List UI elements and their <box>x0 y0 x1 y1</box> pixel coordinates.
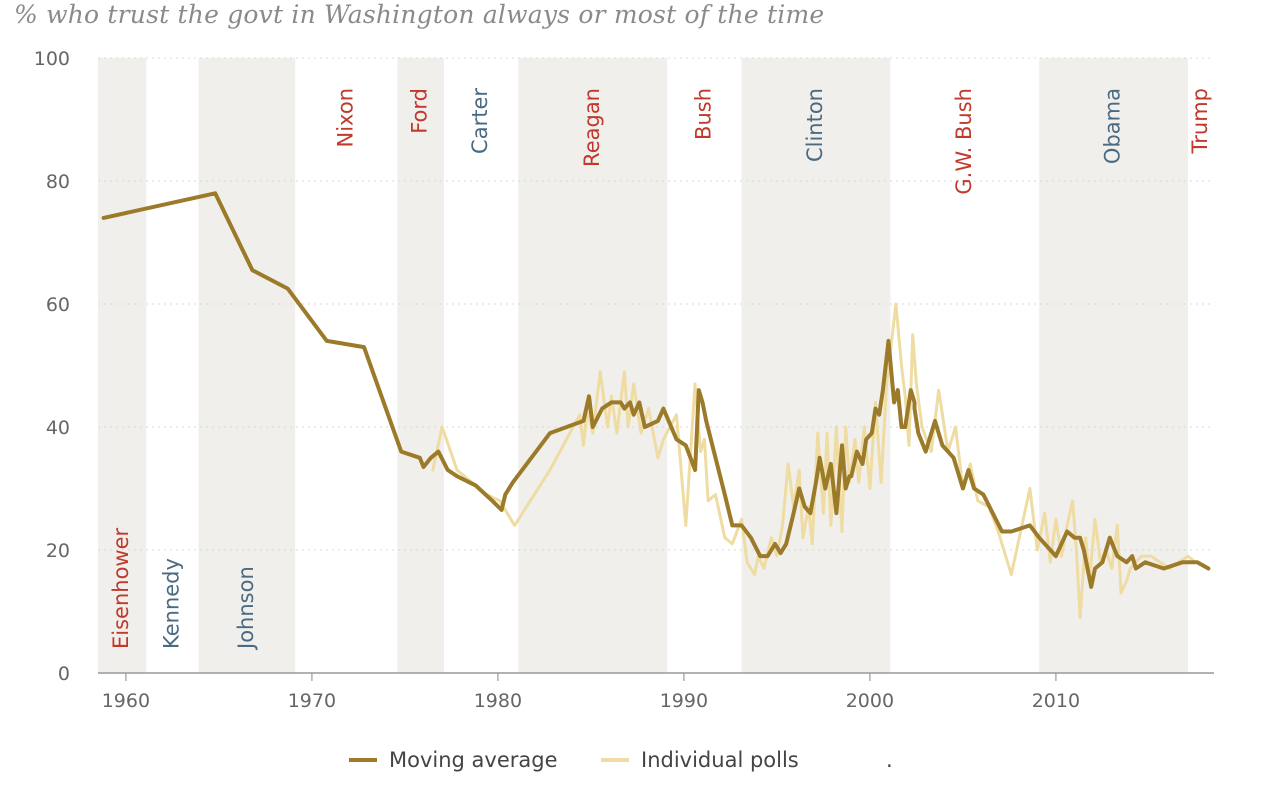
moving-average-series <box>101 191 1211 589</box>
y-tick-label-0: 0 <box>58 663 70 685</box>
president-label-ford: Ford <box>408 88 432 134</box>
president-label-kennedy: Kennedy <box>159 558 183 649</box>
presidency-band-ford <box>397 58 444 673</box>
y-tick-label-100: 100 <box>34 48 70 70</box>
axes: 0 20 40 60 80 100 1960 1970 1980 1990 2000 2010 <box>34 48 1214 712</box>
y-tick-label-40: 40 <box>46 417 70 439</box>
presidency-bands <box>98 58 1188 673</box>
president-label-eisenhower: Eisenhower <box>109 527 133 649</box>
presidency-band-eisenhower <box>98 58 147 673</box>
legend-item-moving-average: Moving average <box>349 748 558 772</box>
legend-swatch-moving-average <box>349 758 377 762</box>
chart-title: % who trust the govt in Washington alway… <box>14 0 825 29</box>
presidency-band-clinton <box>741 58 891 673</box>
president-label-bush: Bush <box>691 88 715 140</box>
legend-trailing-mark: . <box>886 748 893 772</box>
x-tick-label-2000: 2000 <box>846 690 894 712</box>
president-label-g-w-bush: G.W. Bush <box>952 88 976 195</box>
x-tick-label-2010: 2010 <box>1032 690 1080 712</box>
presidency-band-obama <box>1039 58 1188 673</box>
series-line-moving-average <box>101 191 1211 589</box>
president-label-reagan: Reagan <box>580 88 604 167</box>
y-tick-label-20: 20 <box>46 540 70 562</box>
y-tick-label-80: 80 <box>46 171 70 193</box>
y-tick-label-60: 60 <box>46 294 70 316</box>
president-labels: Eisenhower Kennedy Johnson Nixon Ford Carter R… <box>109 88 1212 651</box>
president-label-carter: Carter <box>468 88 492 154</box>
legend-label-moving-average: Moving average <box>389 748 558 772</box>
presidency-band-johnson <box>198 58 296 673</box>
legend-label-individual-polls: Individual polls <box>641 748 799 772</box>
x-tick-label-1990: 1990 <box>660 690 708 712</box>
presidency-band-reagan <box>518 58 668 673</box>
legend-item-individual-polls: Individual polls <box>601 748 799 772</box>
legend: Moving average Individual polls . <box>0 748 1280 778</box>
president-label-obama: Obama <box>1101 88 1125 164</box>
president-label-nixon: Nixon <box>333 88 357 147</box>
legend-swatch-individual-polls <box>601 758 629 762</box>
x-tick-label-1980: 1980 <box>474 690 522 712</box>
president-label-trump: Trump <box>1188 88 1212 154</box>
x-tick-label-1960: 1960 <box>102 690 150 712</box>
x-tick-label-1970: 1970 <box>288 690 336 712</box>
gridlines <box>98 57 1214 551</box>
president-label-johnson: Johnson <box>234 566 258 651</box>
president-label-clinton: Clinton <box>803 88 827 162</box>
